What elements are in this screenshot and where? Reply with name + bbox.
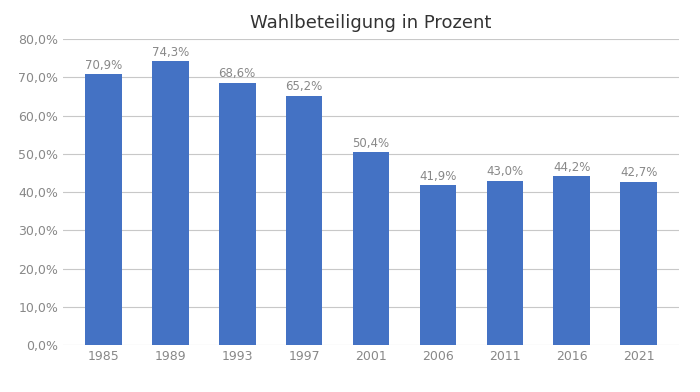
Text: 43,0%: 43,0% [486,165,524,178]
Bar [286,96,323,345]
Title: Wahlbeteiligung in Prozent: Wahlbeteiligung in Prozent [251,14,491,32]
Text: 65,2%: 65,2% [286,80,323,93]
Bar [486,181,524,345]
Text: 41,9%: 41,9% [419,169,456,183]
Bar [218,83,256,345]
Bar [419,185,456,345]
Bar [353,152,389,345]
Text: 50,4%: 50,4% [352,137,390,150]
Text: 70,9%: 70,9% [85,59,122,72]
Text: 42,7%: 42,7% [620,167,657,180]
Bar [85,74,122,345]
Bar [152,61,188,345]
Text: 44,2%: 44,2% [553,161,591,174]
Text: 74,3%: 74,3% [151,46,189,59]
Text: 68,6%: 68,6% [218,67,256,80]
Bar [554,176,590,345]
Bar [620,182,657,345]
